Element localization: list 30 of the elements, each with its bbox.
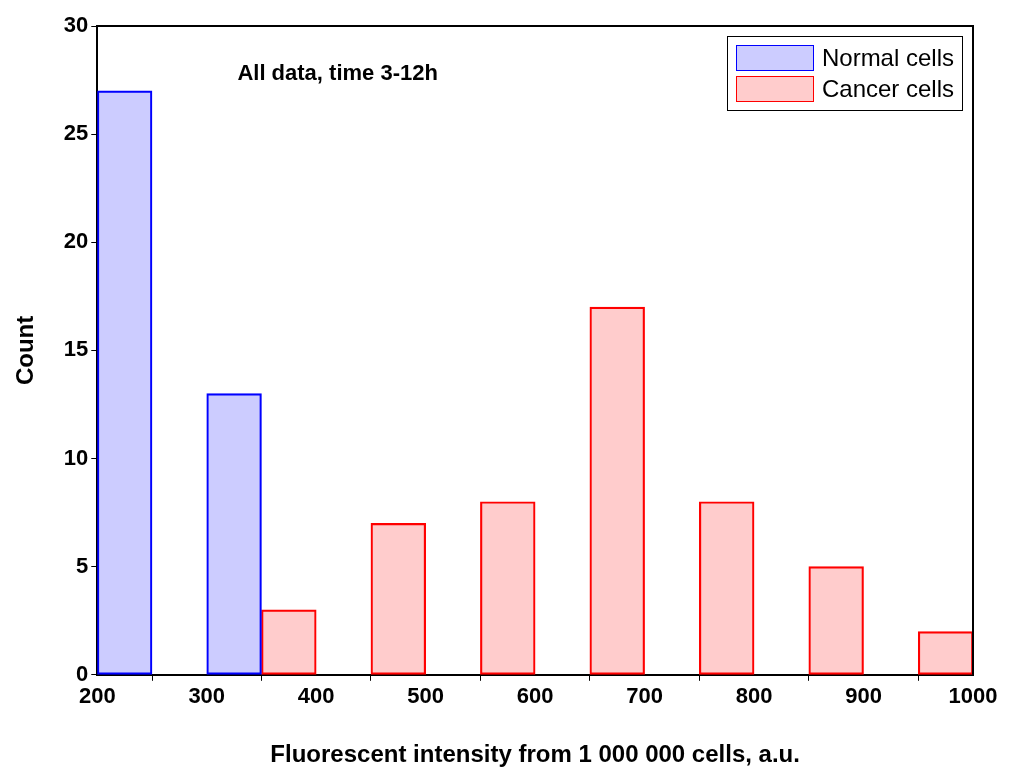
bar [808, 566, 864, 675]
y-tick-label: 25 [63, 120, 89, 146]
bar [206, 393, 262, 675]
bar [97, 90, 153, 675]
x-tick-label: 300 [188, 683, 226, 709]
x-tick-label: 600 [516, 683, 554, 709]
y-tick-label: 0 [76, 660, 89, 686]
legend-label: Cancer cells [821, 75, 954, 103]
bar [480, 501, 536, 675]
legend-label: Normal cells [821, 44, 954, 72]
x-tick-label: 700 [626, 683, 663, 709]
x-tick-label: 500 [407, 683, 445, 709]
bar [699, 501, 755, 675]
bar [261, 609, 317, 675]
y-tick-label: 15 [63, 336, 89, 362]
bar [917, 631, 973, 675]
x-axis-title: Fluorescent intensity from 1 000 000 cells, a.u. [270, 740, 800, 768]
y-tick-label: 20 [63, 228, 89, 254]
x-tick-label: 400 [297, 683, 335, 709]
x-tick-label: 200 [78, 683, 116, 709]
y-tick-label: 30 [63, 12, 89, 38]
bar [589, 306, 645, 675]
y-tick-label: 10 [63, 444, 89, 470]
bar [370, 523, 426, 675]
x-tick-label: 800 [735, 683, 773, 709]
y-tick-label: 5 [76, 552, 89, 578]
y-axis-title: Count [11, 315, 39, 386]
x-tick-label: 900 [845, 683, 882, 709]
text: All data, time 3-12h [237, 60, 438, 86]
x-tick-label: 1000 [948, 683, 998, 709]
